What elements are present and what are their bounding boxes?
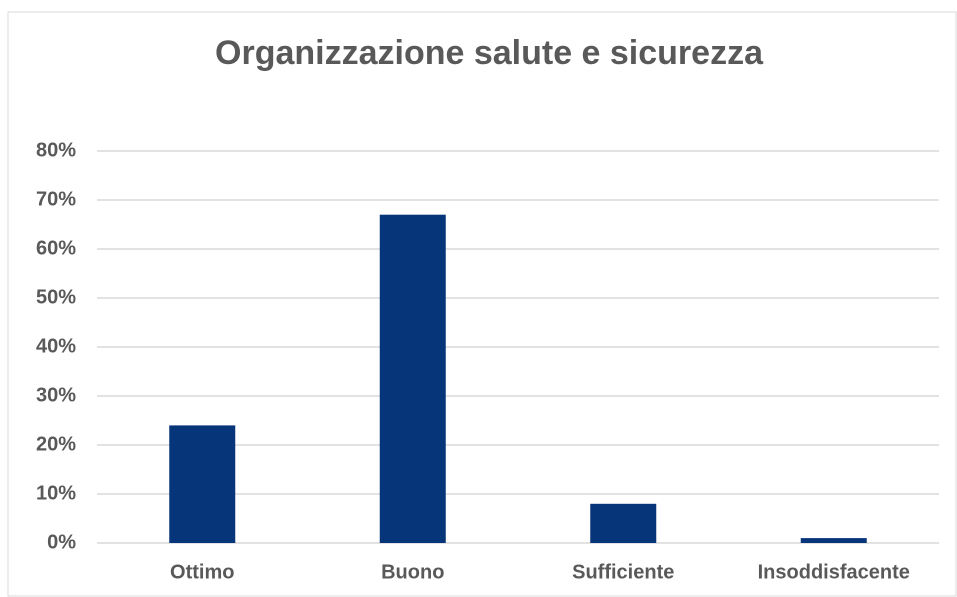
y-tick-label: 30% (36, 384, 76, 406)
chart-frame (7, 11, 957, 597)
x-tick-label: Buono (381, 561, 444, 583)
chart-title: Organizzazione salute e sicurezza (215, 34, 764, 72)
y-tick-label: 60% (36, 237, 76, 259)
y-tick-label: 20% (36, 433, 76, 455)
bar (379, 214, 446, 543)
y-tick-label: 10% (36, 482, 76, 504)
x-tick-label: Sufficiente (572, 561, 674, 583)
y-tick-label: 70% (36, 188, 76, 210)
bar (590, 503, 657, 543)
bar (800, 538, 867, 543)
y-tick-label: 0% (47, 531, 76, 553)
y-tick-label: 40% (36, 335, 76, 357)
y-tick-label: 80% (36, 139, 76, 161)
x-tick-label: Insoddisfacente (758, 561, 910, 583)
bar (169, 425, 236, 543)
y-tick-label: 50% (36, 286, 76, 308)
x-tick-label: Ottimo (170, 561, 234, 583)
